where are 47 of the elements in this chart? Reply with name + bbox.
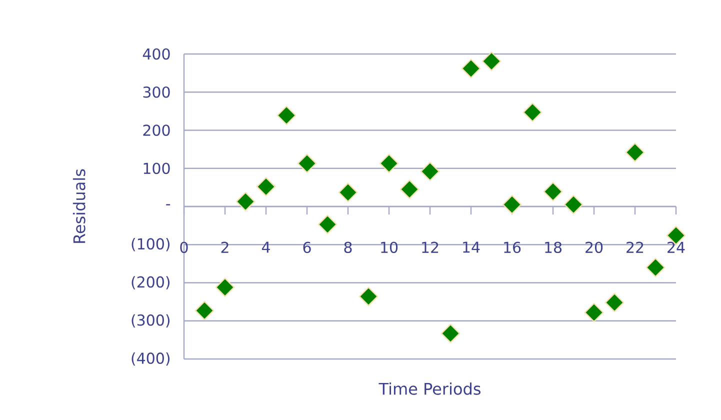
- x-tick-label: 24: [668, 242, 685, 253]
- point: [236, 192, 256, 212]
- y-tick-label: 100: [144, 162, 170, 174]
- x-tick-label: 4: [262, 242, 270, 253]
- y-tick-label: (100): [132, 238, 170, 252]
- point: [461, 58, 481, 78]
- x-tick-label: 20: [586, 242, 603, 254]
- x-tick-label: 12: [422, 242, 438, 253]
- x-tick-label: 0: [180, 242, 188, 254]
- point: [358, 286, 378, 306]
- point: [400, 180, 420, 199]
- y-tick-label: 300: [143, 86, 170, 98]
- x-tick-label: 2: [221, 242, 228, 253]
- point: [625, 142, 645, 162]
- x-tick-label: 16: [504, 242, 521, 254]
- point: [379, 154, 399, 174]
- point: [564, 194, 584, 214]
- point: [646, 258, 666, 278]
- x-tick-label: 22: [626, 242, 644, 253]
- y-tick-label: 400: [142, 48, 170, 60]
- point: [194, 300, 214, 320]
- point: [522, 102, 542, 122]
- y-tick-label: (300): [132, 314, 170, 328]
- y-tick-label: (200): [132, 276, 170, 290]
- point: [584, 302, 604, 322]
- x-tick-label: 10: [381, 242, 398, 254]
- point: [420, 162, 440, 182]
- y-tick-label: (400): [132, 352, 170, 366]
- point: [502, 194, 522, 214]
- y-tick-label: -: [166, 204, 170, 206]
- point: [482, 52, 502, 71]
- x-tick-label: 14: [463, 242, 480, 253]
- x-tick-label: 8: [344, 242, 352, 254]
- point: [256, 177, 276, 196]
- point: [276, 106, 296, 125]
- point: [543, 182, 563, 202]
- x-tick-label: 18: [545, 242, 562, 254]
- point: [440, 324, 460, 344]
- point: [318, 214, 338, 234]
- x-tick-label: 6: [303, 242, 311, 254]
- y-axis-title: Residuals: [72, 169, 86, 243]
- y-tick-label: 200: [143, 124, 170, 136]
- point: [604, 292, 624, 312]
- x-axis-title: Time Periods: [378, 382, 480, 395]
- point: [338, 182, 358, 202]
- point: [297, 154, 317, 174]
- point: [215, 278, 235, 297]
